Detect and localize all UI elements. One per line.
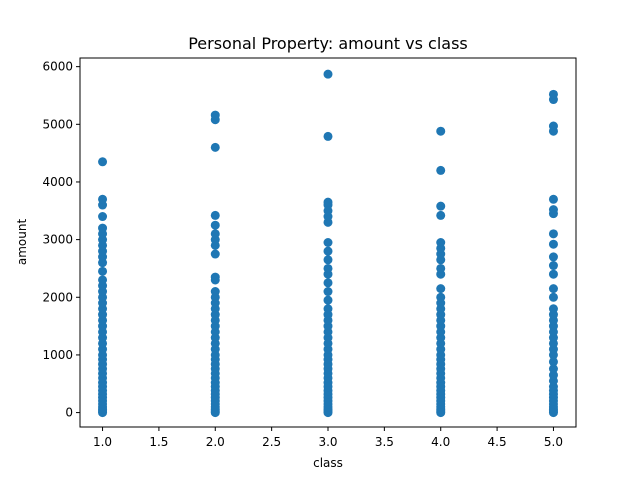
y-tick-label: 1000 xyxy=(42,348,73,362)
data-point xyxy=(210,142,220,152)
y-tick-label: 3000 xyxy=(42,233,73,247)
y-tick-label: 2000 xyxy=(42,290,73,304)
data-point xyxy=(548,261,558,271)
data-point xyxy=(548,252,558,262)
y-tick-label: 6000 xyxy=(42,60,73,74)
data-point xyxy=(210,249,220,259)
data-point xyxy=(548,364,558,374)
data-point xyxy=(210,287,220,297)
data-point xyxy=(323,238,333,247)
data-point xyxy=(323,263,333,273)
data-point xyxy=(210,220,220,230)
data-point xyxy=(548,194,558,204)
data-point xyxy=(323,295,333,305)
data-point xyxy=(210,229,220,239)
data-point xyxy=(436,263,446,273)
data-point xyxy=(98,223,108,233)
data-point xyxy=(323,287,333,297)
data-point xyxy=(323,278,333,288)
data-point xyxy=(210,110,220,120)
chart-title: Personal Property: amount vs class xyxy=(188,34,468,53)
data-point xyxy=(323,197,333,207)
data-point xyxy=(548,205,558,215)
data-point xyxy=(548,121,558,131)
x-tick-label: 4.0 xyxy=(431,435,450,449)
data-points xyxy=(98,69,558,418)
y-tick-label: 4000 xyxy=(42,175,73,189)
data-point xyxy=(548,292,558,302)
y-tick-label: 0 xyxy=(65,406,73,420)
data-point xyxy=(436,165,446,175)
data-point xyxy=(98,212,108,222)
data-point xyxy=(98,157,108,167)
x-tick-label: 5.0 xyxy=(544,435,563,449)
data-point xyxy=(210,210,220,220)
data-point xyxy=(436,284,446,294)
data-point xyxy=(548,269,558,279)
data-point xyxy=(98,194,108,204)
data-point xyxy=(548,239,558,249)
data-point xyxy=(323,255,333,265)
data-point xyxy=(323,69,333,79)
data-point xyxy=(548,370,558,380)
x-tick-label: 4.5 xyxy=(488,435,507,449)
data-point xyxy=(210,272,220,282)
x-axis-ticks: 1.0 1.5 2.0 2.5 3.0 3.5 4.0 4.5 5.0 xyxy=(93,427,563,449)
data-point xyxy=(323,131,333,141)
data-point xyxy=(98,266,108,276)
data-point xyxy=(548,229,558,239)
x-tick-label: 2.5 xyxy=(262,435,281,449)
x-tick-label: 3.0 xyxy=(318,435,337,449)
x-axis-label: class xyxy=(313,456,343,470)
data-point xyxy=(436,292,446,302)
data-point xyxy=(548,89,558,99)
data-point xyxy=(548,284,558,294)
data-point xyxy=(323,246,333,256)
data-point xyxy=(98,275,108,285)
data-point xyxy=(436,238,446,247)
data-point xyxy=(436,126,446,136)
data-point xyxy=(548,304,558,314)
data-point xyxy=(323,304,333,314)
data-point xyxy=(436,210,446,220)
y-axis-ticks: 0 1000 2000 3000 4000 5000 6000 xyxy=(42,60,80,420)
data-point xyxy=(436,201,446,211)
x-tick-label: 1.5 xyxy=(149,435,168,449)
y-tick-label: 5000 xyxy=(42,117,73,131)
x-tick-label: 1.0 xyxy=(93,435,112,449)
data-point xyxy=(548,357,558,367)
x-tick-label: 3.5 xyxy=(375,435,394,449)
x-tick-label: 2.0 xyxy=(206,435,225,449)
y-axis-label: amount xyxy=(15,219,29,266)
